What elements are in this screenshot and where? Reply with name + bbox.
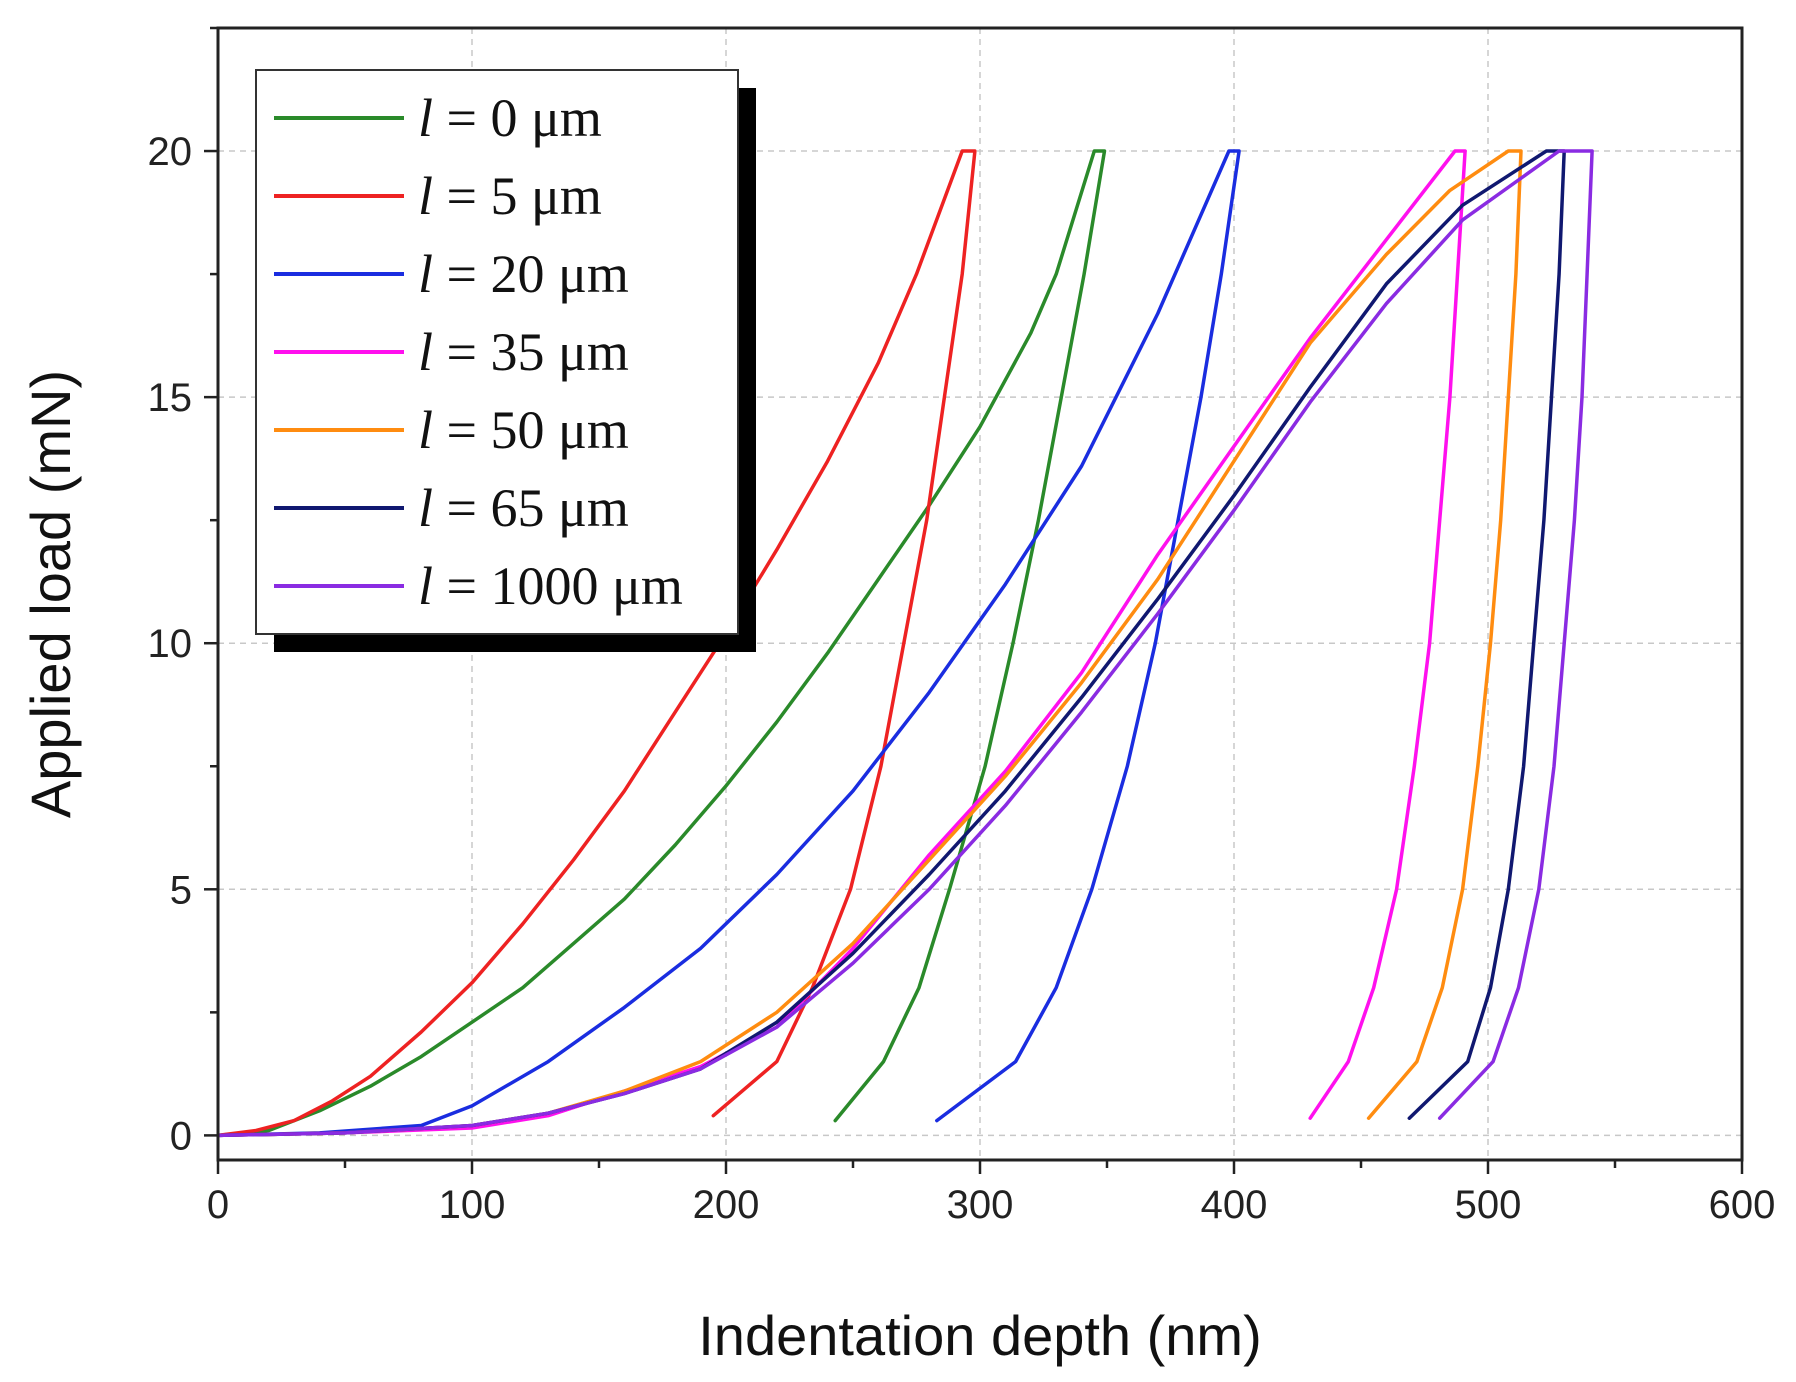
- x-tick-label: 300: [947, 1183, 1014, 1227]
- legend-text: = 0 μm: [433, 88, 602, 148]
- legend-text: = 5 μm: [433, 166, 602, 226]
- y-tick-label: 0: [170, 1114, 192, 1158]
- legend-text: = 35 μm: [433, 322, 629, 382]
- legend-symbol: l: [418, 322, 433, 382]
- legend-text: = 65 μm: [433, 478, 629, 538]
- series-line-6: [216, 149, 1594, 1138]
- legend-text: = 20 μm: [433, 244, 629, 304]
- tick-labels: 0 100 200 300 400 500 600 0 5 10 15 20: [148, 130, 1776, 1227]
- series-line-1: [216, 149, 977, 1138]
- legend-symbol: l: [418, 88, 433, 148]
- x-tick-label: 0: [207, 1183, 229, 1227]
- legend-label-4: l = 50 μm: [418, 400, 629, 460]
- x-tick-label: 500: [1455, 1183, 1522, 1227]
- legend-symbol: l: [418, 556, 433, 616]
- legend-label-2: l = 20 μm: [418, 244, 629, 304]
- legend-label-0: l = 0 μm: [418, 88, 602, 148]
- y-tick-label: 20: [148, 130, 193, 174]
- legend-symbol: l: [418, 244, 433, 304]
- y-tick-label: 5: [170, 868, 192, 912]
- legend-symbol: l: [418, 478, 433, 538]
- legend-symbol: l: [418, 400, 433, 460]
- y-tick-label: 10: [148, 622, 193, 666]
- legend-label-6: l = 1000 μm: [418, 556, 683, 616]
- legend: l = 0 μml = 5 μml = 20 μml = 35 μml = 50…: [255, 69, 756, 652]
- axis-ticks: [204, 26, 1744, 1174]
- legend-label-3: l = 35 μm: [418, 322, 629, 382]
- legend-symbol: l: [418, 166, 433, 226]
- legend-label-1: l = 5 μm: [418, 166, 602, 226]
- series-line-2: [216, 149, 1241, 1138]
- legend-label-5: l = 65 μm: [418, 478, 629, 538]
- legend-text: = 50 μm: [433, 400, 629, 460]
- legend-text: = 1000 μm: [433, 556, 683, 616]
- series-line-4: [216, 149, 1523, 1138]
- y-tick-label: 15: [148, 376, 193, 420]
- series-layer: [216, 149, 1594, 1138]
- x-tick-label: 400: [1201, 1183, 1268, 1227]
- x-tick-label: 200: [693, 1183, 760, 1227]
- x-axis-title: Indentation depth (nm): [698, 1304, 1261, 1367]
- x-tick-label: 100: [439, 1183, 506, 1227]
- y-axis-title: Applied load (mN): [19, 370, 82, 818]
- x-tick-label: 600: [1709, 1183, 1776, 1227]
